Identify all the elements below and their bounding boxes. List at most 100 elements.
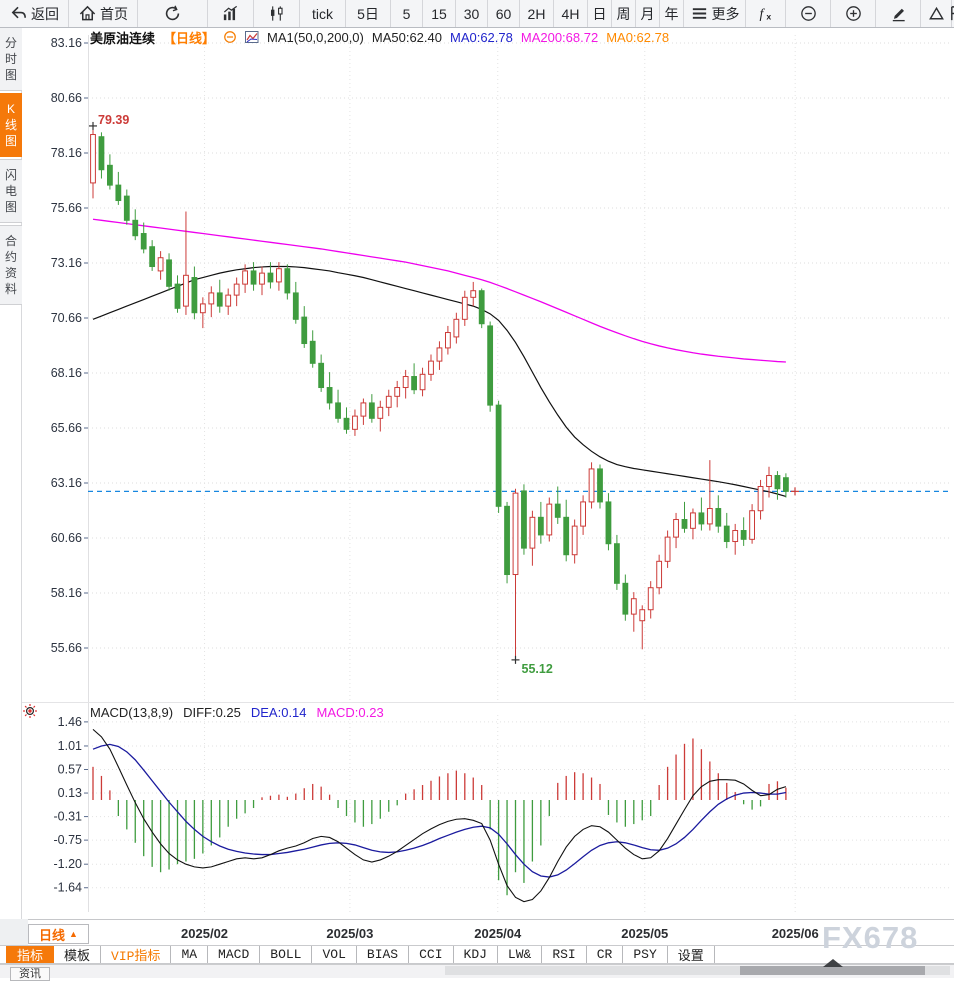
svg-text:70.66: 70.66 xyxy=(51,311,82,325)
svg-text:2025/05: 2025/05 xyxy=(621,926,668,941)
interval-year-button[interactable]: 年 xyxy=(660,0,684,27)
sidebar-tab-char: 资 xyxy=(4,266,17,280)
tab-settings[interactable]: 设置 xyxy=(667,946,715,964)
interval-5-button[interactable]: 5 xyxy=(391,0,423,27)
svg-text:0.13: 0.13 xyxy=(58,786,82,800)
interval-selector[interactable]: 日线 ▲ xyxy=(28,924,89,944)
interval-day-button[interactable]: 日 xyxy=(588,0,612,27)
flag-icon xyxy=(948,4,954,23)
svg-text:55.66: 55.66 xyxy=(51,641,82,655)
tab-cr[interactable]: CR xyxy=(586,946,624,963)
tab-psy[interactable]: PSY xyxy=(623,946,668,963)
collapse-circle-icon[interactable] xyxy=(223,30,237,44)
candlestick-button[interactable] xyxy=(254,0,300,27)
top-toolbar: 返回 首页 tick 5日 5 15 30 60 2H 4H 日周月年 更多 f x xyxy=(0,0,954,28)
tab-news[interactable]: 资讯 xyxy=(10,967,50,981)
interval-week-button[interactable]: 周 xyxy=(612,0,636,27)
toolbar-label: 周 xyxy=(616,5,631,22)
tab-time-chart[interactable]: 分时图 xyxy=(0,27,22,91)
period-label: 【日线】 xyxy=(163,30,216,46)
sidebar-tab-char: 线 xyxy=(4,118,17,132)
tab-rsi[interactable]: RSI xyxy=(542,946,587,963)
svg-text:78.16: 78.16 xyxy=(51,146,82,160)
tab-vol[interactable]: VOL xyxy=(312,946,357,963)
svg-text:-0.31: -0.31 xyxy=(54,810,83,824)
interval-tick-button[interactable]: tick xyxy=(300,0,346,27)
zoom-out-button[interactable] xyxy=(786,0,831,27)
svg-text:83.16: 83.16 xyxy=(51,36,82,50)
zoom-in-button[interactable] xyxy=(831,0,876,27)
svg-text:-1.64: -1.64 xyxy=(54,881,83,895)
toolbar-label: 60 xyxy=(495,5,512,22)
interval-60-button[interactable]: 60 xyxy=(488,0,520,27)
interval-30-button[interactable]: 30 xyxy=(456,0,488,27)
svg-text:68.16: 68.16 xyxy=(51,366,82,380)
more-button[interactable]: 更多 xyxy=(684,0,746,27)
sidebar-tab-char: 时 xyxy=(4,52,17,66)
tab-lightning-chart[interactable]: 闪电图 xyxy=(0,159,22,223)
tab-lw[interactable]: LW& xyxy=(497,946,543,963)
zoom-in-icon xyxy=(844,4,863,23)
interval-15-button[interactable]: 15 xyxy=(423,0,456,27)
ma-settings: MA1(50,0,200,0) xyxy=(267,29,364,45)
toolbar-label: 5日 xyxy=(357,5,379,22)
toolbar-label: 2H xyxy=(527,5,546,22)
interval-4h-button[interactable]: 4H xyxy=(554,0,588,27)
interval-month-button[interactable]: 月 xyxy=(636,0,660,27)
ma0-blue-value: MA0:62.78 xyxy=(449,29,513,45)
draw-button[interactable] xyxy=(876,0,921,27)
tab-kdj[interactable]: KDJ xyxy=(453,946,498,963)
horizontal-scrollbar[interactable] xyxy=(445,959,950,975)
macd-macd-value: MACD:0.23 xyxy=(316,705,384,720)
price-panel-header: 美原油连续 【日线】 MA1(50,0,200,0) MA50:62.40 MA… xyxy=(90,29,669,46)
svg-text:-0.75: -0.75 xyxy=(54,833,83,847)
tab-vip-indicator[interactable]: VIP指标 xyxy=(101,946,172,964)
sidebar-tab-char: 料 xyxy=(4,282,17,296)
svg-text:-1.20: -1.20 xyxy=(54,857,83,871)
interval-2h-button[interactable]: 2H xyxy=(520,0,554,27)
axis-row-filler xyxy=(0,919,28,945)
back-button[interactable]: 返回 xyxy=(0,0,69,27)
toolbar-label: 更多 xyxy=(711,5,740,22)
sidebar-tab-char: 分 xyxy=(4,36,17,50)
toolbar-label: 5 xyxy=(402,5,411,22)
svg-text:f: f xyxy=(759,6,765,21)
toolbar-label: 月 xyxy=(640,5,655,22)
svg-text:58.16: 58.16 xyxy=(51,586,82,600)
home-button[interactable]: 首页 xyxy=(69,0,138,27)
tab-template[interactable]: 模板 xyxy=(54,946,102,964)
bar-chart-button[interactable] xyxy=(208,0,254,27)
sidebar-tab-char: 图 xyxy=(4,200,17,214)
home-icon xyxy=(78,4,97,23)
tab-bias[interactable]: BIAS xyxy=(356,946,410,963)
scrollbar-handle[interactable] xyxy=(740,966,925,975)
tab-cci[interactable]: CCI xyxy=(409,946,454,963)
svg-text:79.39: 79.39 xyxy=(98,113,129,127)
svg-text:x: x xyxy=(766,12,771,22)
clipped-button[interactable] xyxy=(951,0,954,27)
interval-5day-button[interactable]: 5日 xyxy=(346,0,391,27)
svg-text:2025/04: 2025/04 xyxy=(474,926,522,941)
refresh-icon xyxy=(163,4,182,23)
mini-chart-icon[interactable] xyxy=(245,30,259,44)
tab-indicator[interactable]: 指标 xyxy=(6,946,55,964)
tab-macd[interactable]: MACD xyxy=(208,946,261,963)
macd-dea-value: DEA:0.14 xyxy=(250,705,307,720)
indicator-settings-icon[interactable] xyxy=(20,701,40,721)
tab-boll[interactable]: BOLL xyxy=(260,946,313,963)
menu-icon xyxy=(690,4,709,23)
symbol-name: 美原油连续 xyxy=(90,30,156,46)
tab-ma[interactable]: MA xyxy=(171,946,209,963)
expand-panel-icon[interactable] xyxy=(823,959,843,967)
zoom-out-icon xyxy=(799,4,818,23)
toolbar-label: 日 xyxy=(592,5,607,22)
interval-selector-label: 日线 xyxy=(39,927,66,943)
back-icon xyxy=(9,4,28,23)
refresh-button[interactable] xyxy=(138,0,208,27)
tab-contract-info[interactable]: 合约资料 xyxy=(0,225,22,305)
sidebar-tab-char: 电 xyxy=(4,184,17,198)
